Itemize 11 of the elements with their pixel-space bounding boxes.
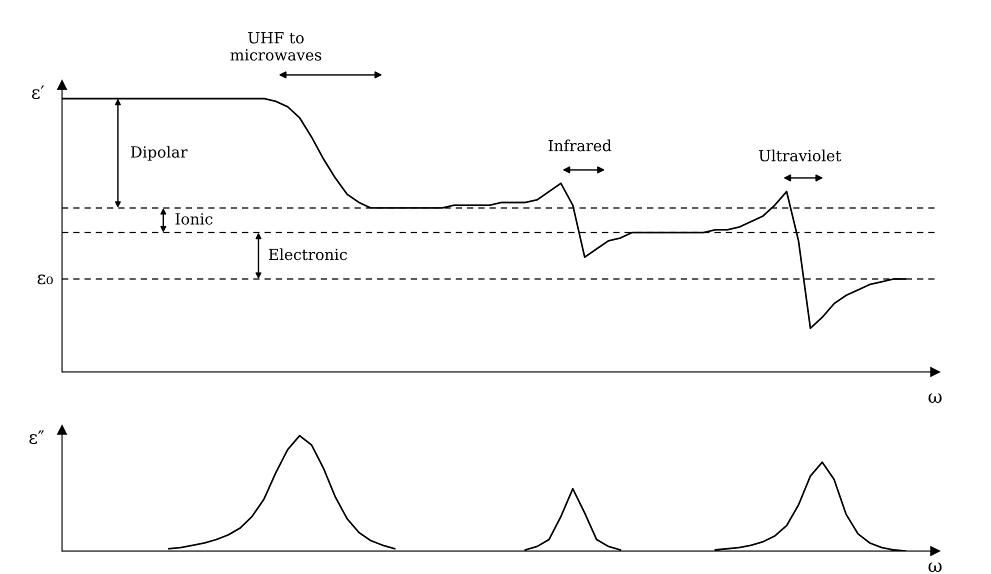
ref-line-label: ε₀ bbox=[38, 274, 53, 284]
annotation: Dipolar bbox=[130, 146, 188, 161]
annotation: Electronic bbox=[268, 248, 347, 260]
x-axis-title: ω bbox=[928, 562, 942, 572]
annotation: Ionic bbox=[176, 213, 212, 225]
y-axis-title: ε″ bbox=[29, 430, 44, 444]
text: UHF to microwaves bbox=[230, 32, 322, 61]
annotation: Infrared bbox=[548, 140, 612, 152]
y-axis-title: ε′ bbox=[32, 86, 44, 100]
annotation: Ultraviolet bbox=[758, 150, 842, 162]
x-axis-title: ω bbox=[928, 394, 942, 403]
